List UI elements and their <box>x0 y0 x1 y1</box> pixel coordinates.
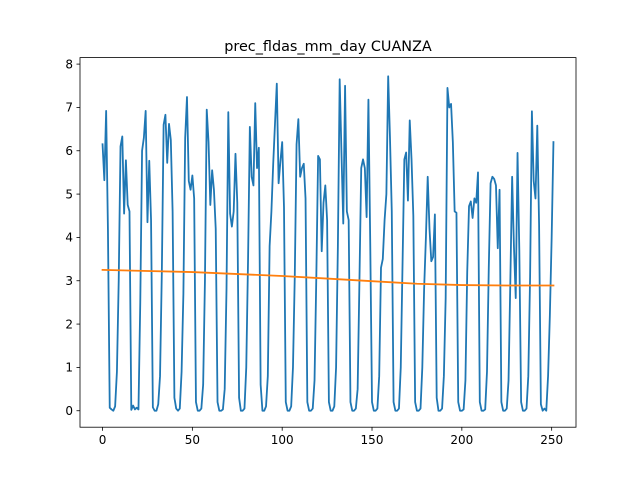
series-line-2 <box>101 268 555 287</box>
y-tick-label: 3 <box>65 274 73 288</box>
y-tick-label: 7 <box>65 101 73 115</box>
x-tick-label: 150 <box>361 433 384 447</box>
x-tick-label: 200 <box>450 433 473 447</box>
x-tick-label: 250 <box>540 433 563 447</box>
y-axis: 0 1 2 3 4 5 6 7 8 <box>65 57 80 418</box>
y-tick-label: 0 <box>65 404 73 418</box>
y-tick-label: 1 <box>65 361 73 375</box>
series-line-1 <box>101 75 555 412</box>
plot-frame <box>79 57 577 428</box>
x-tick-label: 50 <box>185 433 200 447</box>
x-tick-label: 100 <box>271 433 294 447</box>
y-tick-label: 4 <box>65 231 73 245</box>
y-tick-label: 5 <box>65 187 73 201</box>
chart-title: prec_fldas_mm_day CUANZA <box>224 39 432 55</box>
x-tick-label: 0 <box>99 433 107 447</box>
y-tick-label: 6 <box>65 144 73 158</box>
y-tick-label: 2 <box>65 317 73 331</box>
series-layer <box>101 75 555 412</box>
y-tick-label: 8 <box>65 57 73 71</box>
x-axis: 0 50 100 150 200 250 <box>99 427 563 447</box>
